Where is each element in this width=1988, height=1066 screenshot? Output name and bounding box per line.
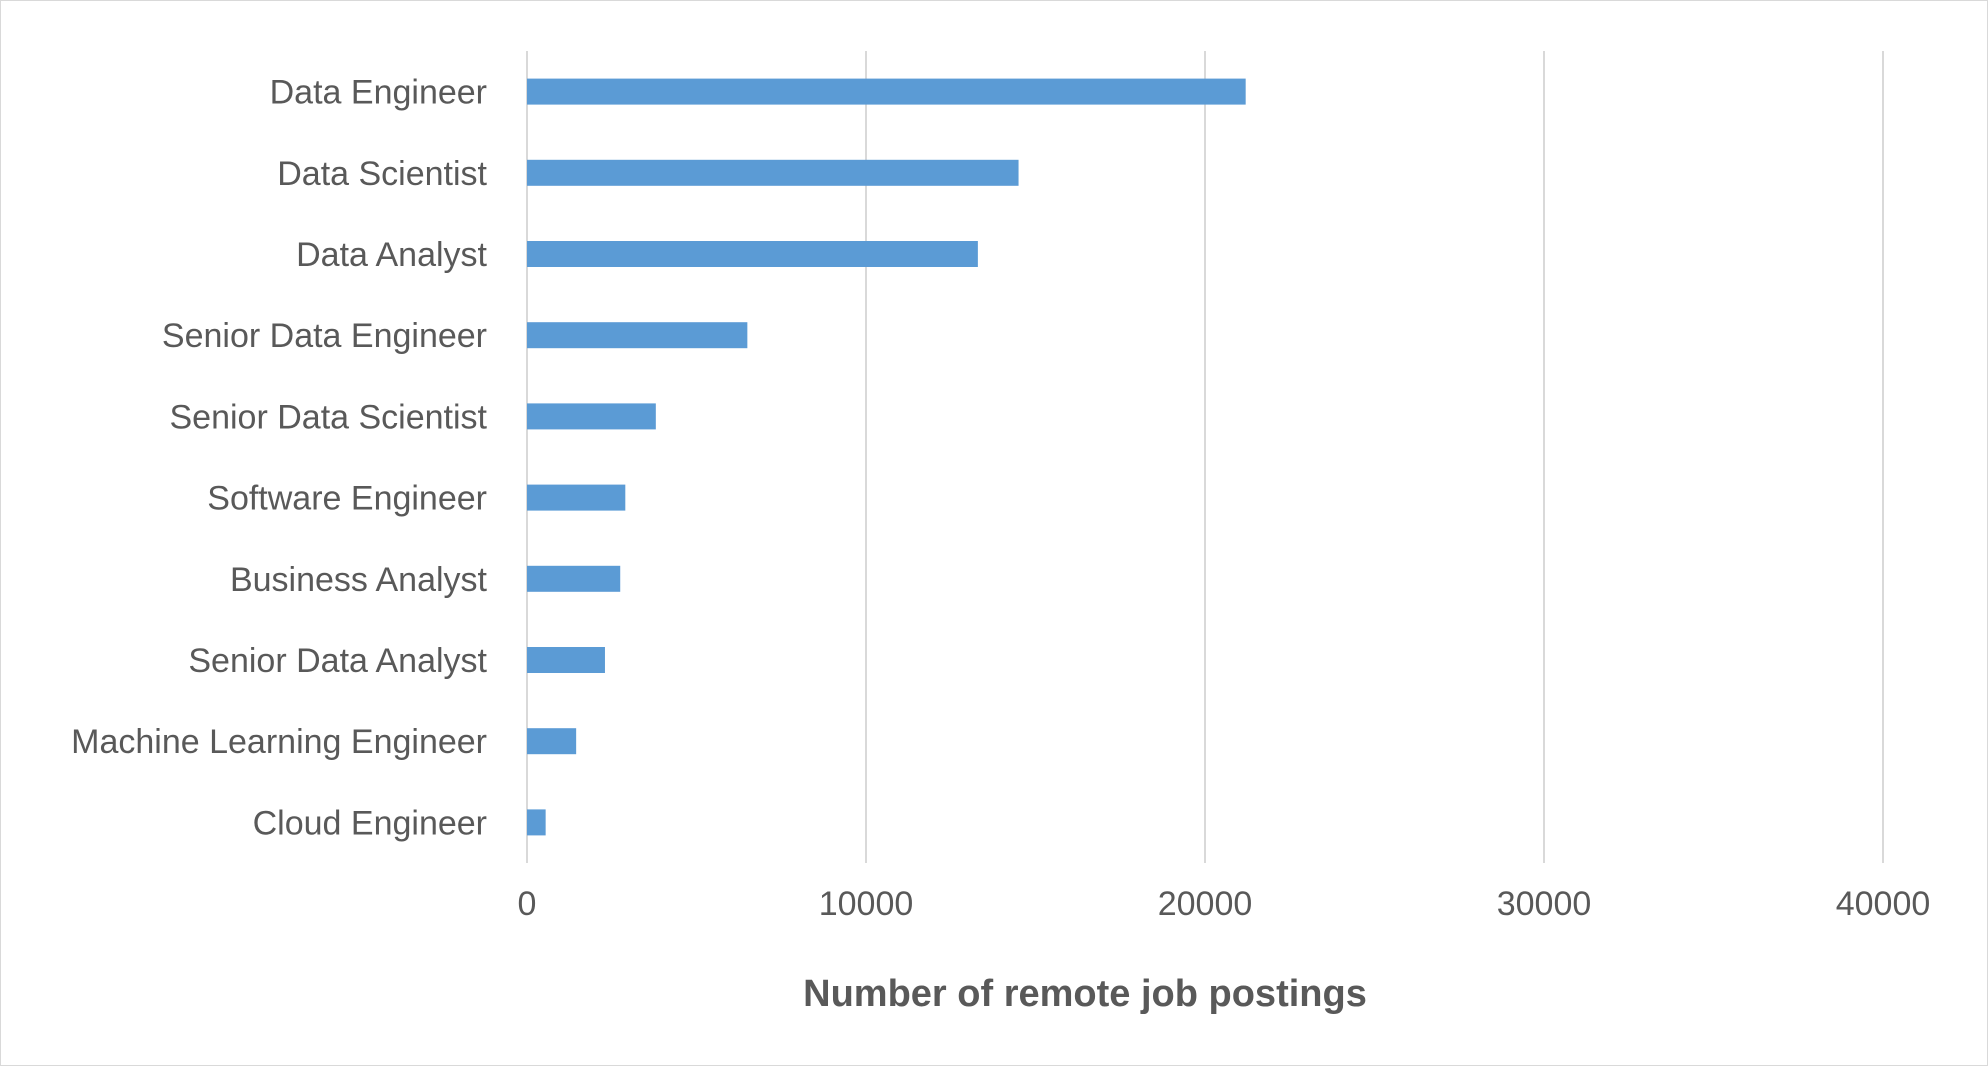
bar-data-engineer: [527, 78, 1246, 105]
bar-senior-data-analyst: [527, 647, 605, 673]
bar-senior-data-engineer: [527, 322, 748, 349]
category-labels: Data Engineer Data Scientist Data Analyst S…: [71, 74, 487, 843]
category-label: Cloud Engineer: [253, 804, 487, 842]
category-label: Data Engineer: [270, 74, 487, 112]
category-label: Senior Data Scientist: [170, 398, 488, 436]
category-label: Data Analyst: [296, 236, 487, 274]
bar-software-engineer: [527, 484, 626, 511]
bar-data-scientist: [527, 159, 1019, 186]
bar-business-analyst: [527, 565, 621, 592]
bar-data-analyst: [527, 241, 978, 267]
bars: [527, 78, 1246, 836]
bar-senior-data-scientist: [527, 403, 656, 430]
x-tick-label: 0: [518, 885, 537, 923]
category-label: Business Analyst: [230, 561, 488, 599]
bar-cloud-engineer: [527, 809, 546, 836]
bar-machine-learning-engineer: [527, 728, 577, 755]
category-label: Data Scientist: [277, 155, 487, 193]
x-tick-label: 40000: [1836, 885, 1931, 923]
x-tick-label: 30000: [1497, 885, 1592, 923]
x-tick-label: 20000: [1158, 885, 1253, 923]
gridlines: [526, 51, 1884, 863]
x-tick-label: 10000: [819, 885, 914, 923]
category-label: Senior Data Engineer: [162, 317, 487, 355]
category-label: Software Engineer: [207, 480, 487, 518]
category-label: Machine Learning Engineer: [71, 723, 487, 761]
category-label: Senior Data Analyst: [188, 642, 487, 680]
x-axis-title: Number of remote job postings: [803, 973, 1367, 1015]
x-tick-labels: 0 10000 20000 30000 40000: [518, 885, 1931, 923]
